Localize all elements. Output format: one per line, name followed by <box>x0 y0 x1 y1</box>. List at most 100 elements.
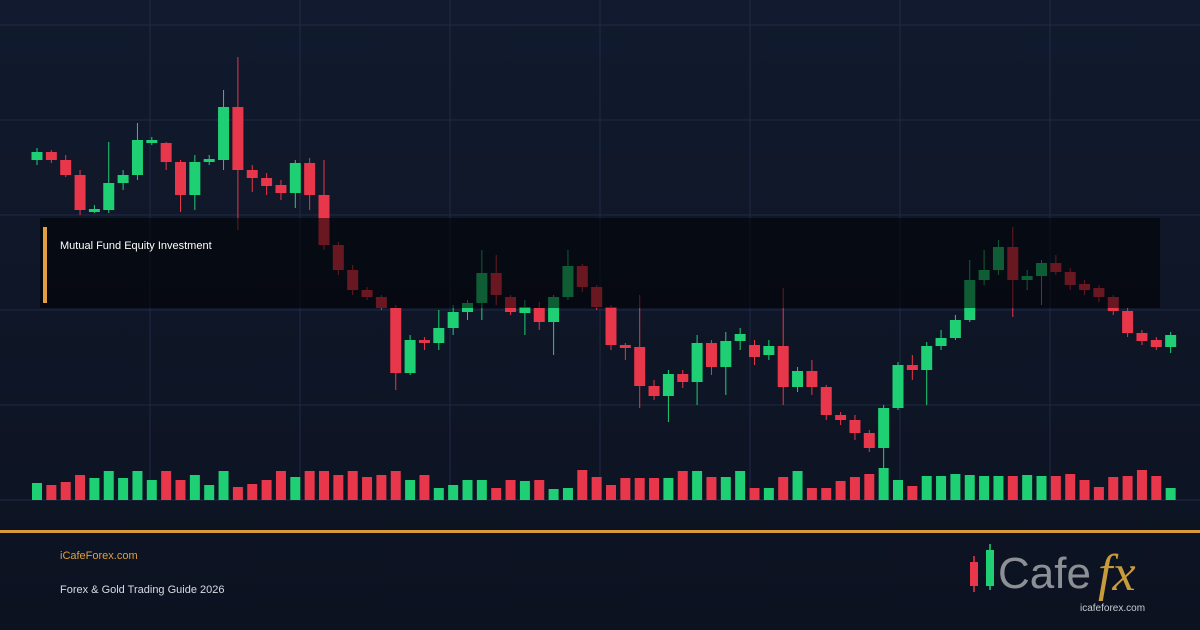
candle-body <box>146 140 158 143</box>
volume-bar <box>763 488 774 500</box>
volume-bar <box>907 486 918 500</box>
candle-body <box>1165 335 1177 347</box>
volume-bar <box>161 471 172 500</box>
volume-bar <box>362 477 373 500</box>
volume-bar <box>189 475 200 500</box>
volume-bar <box>261 480 272 500</box>
candle-body <box>88 209 100 212</box>
logo-accent: fx <box>1098 545 1136 602</box>
volume-bar <box>1007 476 1018 500</box>
candle-body <box>820 387 832 415</box>
candle-body <box>246 170 258 178</box>
candle-body <box>289 163 301 193</box>
volume-bar <box>462 480 473 500</box>
volume-bar <box>60 482 71 500</box>
volume-bar <box>993 476 1004 500</box>
volume-bar <box>606 485 616 500</box>
volume-bar <box>275 471 286 500</box>
candle-body <box>117 175 129 183</box>
candle-body <box>878 408 890 448</box>
volume-bar <box>405 480 416 500</box>
volume-bar <box>792 471 803 500</box>
volume-bar <box>663 478 674 500</box>
volume-bar <box>519 481 530 500</box>
volume-bar <box>849 477 860 500</box>
candle-body <box>1150 340 1162 347</box>
volume-bar <box>390 471 401 500</box>
volume-bar <box>232 487 243 500</box>
candle-body <box>935 338 947 346</box>
volume-bar <box>591 477 602 500</box>
candle-body <box>662 374 674 396</box>
logo-url: icafeforex.com <box>1080 603 1145 614</box>
candle-body <box>777 346 789 387</box>
candle-body <box>792 371 804 387</box>
volume-bar <box>577 470 588 500</box>
candle-body <box>949 320 961 338</box>
volume-bar <box>204 485 215 500</box>
candle-body <box>705 343 717 367</box>
volume-bar <box>347 471 358 500</box>
candle-body <box>175 162 186 195</box>
site: iCafeForex.com <box>60 550 138 562</box>
volume-bar <box>304 471 315 500</box>
candle-body <box>921 346 933 370</box>
candle-body <box>849 420 861 433</box>
volume-bar <box>75 475 86 500</box>
candle-body <box>160 143 172 162</box>
candle-body <box>619 345 631 348</box>
volume-bar <box>864 474 875 500</box>
volume-bar <box>89 478 100 500</box>
volume-bar <box>1151 476 1162 500</box>
volume-bar <box>491 488 502 500</box>
annotation: Mutual Fund Equity Investment <box>60 240 212 252</box>
volume-bar <box>735 471 746 500</box>
candle-body <box>734 334 746 341</box>
candle-body <box>648 386 660 396</box>
volume-bar <box>1165 488 1176 500</box>
candle-body <box>447 312 459 328</box>
volume-bar <box>46 485 57 500</box>
candle-body <box>634 347 646 386</box>
volume-bar <box>132 471 143 500</box>
divider <box>0 530 1200 533</box>
candle-body <box>60 160 72 175</box>
volume-bar <box>649 478 660 500</box>
volume-bar <box>821 488 832 500</box>
volume-bar <box>376 475 387 500</box>
candle-body <box>892 365 904 408</box>
volume-bar <box>706 477 717 500</box>
volume-bar <box>32 483 42 500</box>
volume-bar <box>921 476 932 500</box>
candle-body <box>863 433 875 448</box>
candle-body <box>1136 333 1148 341</box>
volume-bar <box>548 489 559 500</box>
annotation-box <box>40 218 1160 308</box>
volume-bar <box>1065 474 1076 500</box>
volume-bar <box>778 477 789 500</box>
candle-body <box>189 162 201 195</box>
volume-bar <box>562 488 573 500</box>
candle-body <box>433 328 445 343</box>
volume-bar <box>319 471 329 500</box>
candle-body <box>31 152 43 160</box>
volume-bar <box>835 481 846 500</box>
candle-body <box>275 185 287 193</box>
candle-body <box>906 365 918 370</box>
volume-bar <box>936 476 947 500</box>
volume-bar <box>1050 476 1061 500</box>
volume-bar <box>878 468 889 500</box>
volume-bar <box>634 478 645 500</box>
candle-body <box>519 307 531 313</box>
candle-body <box>720 341 732 367</box>
candle-body <box>835 415 847 420</box>
volume-bar <box>692 471 703 500</box>
volume-bar <box>979 476 990 500</box>
volume-bar <box>433 488 444 500</box>
candle-body <box>404 340 416 373</box>
volume-bar <box>448 485 459 500</box>
candle-body <box>390 308 402 373</box>
candle-body <box>763 346 775 355</box>
